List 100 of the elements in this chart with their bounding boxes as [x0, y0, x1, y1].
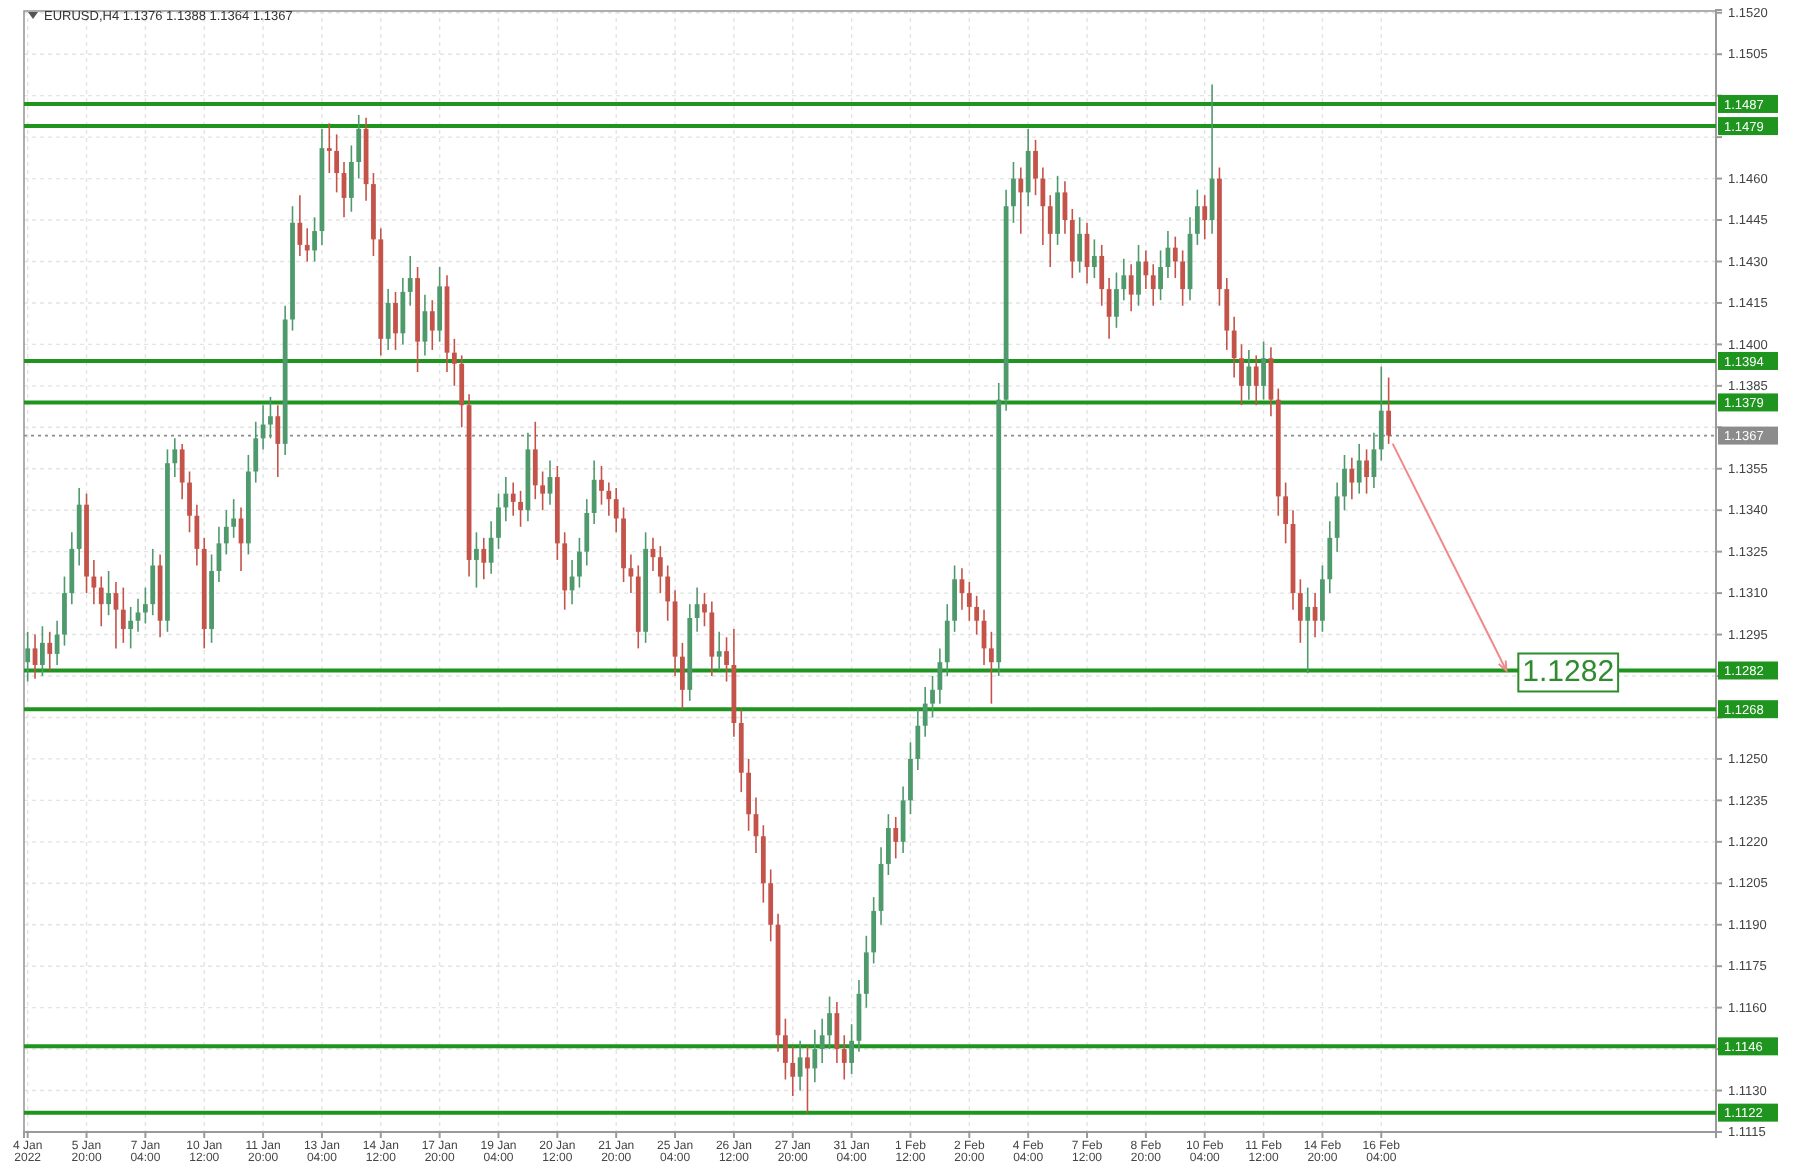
candlestick — [150, 548, 156, 617]
candlestick — [1386, 376, 1392, 445]
candlestick — [1047, 194, 1053, 268]
candlestick — [952, 564, 957, 633]
candlestick — [1069, 208, 1075, 279]
candlestick — [1128, 263, 1134, 313]
candlestick — [562, 531, 568, 611]
candlestick — [797, 1040, 803, 1092]
candlestick — [540, 470, 546, 511]
candlestick — [356, 114, 362, 180]
candlestick — [709, 600, 715, 677]
candlestick — [223, 509, 229, 556]
candlestick — [805, 1045, 810, 1114]
candlestick — [1261, 340, 1266, 401]
candlestick — [966, 581, 972, 622]
candlestick — [253, 420, 259, 484]
candlestick — [297, 194, 303, 257]
candlestick — [1253, 354, 1259, 406]
candlestick — [532, 420, 538, 500]
candlestick — [886, 813, 891, 876]
candlestick — [1305, 586, 1311, 675]
candlestick — [760, 824, 766, 904]
candlestick — [599, 465, 604, 506]
candlestick — [1202, 194, 1208, 241]
candlestick — [1011, 161, 1016, 224]
candlestick — [724, 636, 729, 683]
candlestick — [407, 255, 413, 307]
candlestick — [908, 741, 913, 815]
candlestick — [326, 122, 332, 174]
candlestick — [510, 481, 516, 517]
candlestick — [172, 437, 178, 478]
candlestick — [863, 934, 869, 1009]
candlestick — [1194, 188, 1200, 246]
candlestick — [1121, 257, 1127, 301]
candlestick — [1356, 443, 1362, 495]
annotation: 1.1282 — [1522, 655, 1615, 690]
candlestick — [937, 647, 943, 705]
candlestick — [1239, 343, 1244, 406]
candlestick — [1136, 244, 1141, 307]
candlestick — [312, 216, 317, 263]
candlestick — [1334, 481, 1340, 553]
candlestick — [746, 758, 752, 832]
candlestick — [591, 459, 597, 525]
candlestick — [665, 564, 671, 622]
candlestick — [974, 595, 980, 636]
candlestick — [268, 396, 273, 440]
candlestick — [76, 487, 82, 567]
candlestick — [812, 1028, 818, 1084]
candlestick — [577, 537, 582, 589]
candlestick — [47, 631, 53, 672]
candlestick — [694, 586, 700, 633]
candlestick — [893, 816, 899, 860]
candlestick — [1114, 271, 1119, 329]
candlestick — [849, 1023, 854, 1075]
candlestick — [459, 354, 465, 429]
candlestick — [1246, 349, 1252, 401]
candlestick — [98, 575, 104, 628]
candlestick — [922, 686, 928, 738]
candlestick — [194, 503, 200, 567]
candlestick — [915, 708, 921, 771]
candlestick — [930, 675, 935, 719]
candlestick — [304, 227, 310, 263]
candlestick — [1025, 128, 1031, 208]
candlestick — [1055, 175, 1060, 246]
candlestick — [437, 266, 443, 343]
candlestick — [1018, 166, 1024, 235]
candlestick — [25, 631, 31, 683]
candlestick — [1040, 166, 1046, 246]
candlestick — [606, 481, 612, 517]
candlestick — [91, 559, 97, 605]
candlestick — [1172, 235, 1178, 279]
candlestick — [481, 537, 487, 581]
candlestick — [106, 570, 111, 617]
candlestick — [716, 631, 722, 672]
candlestick — [841, 1034, 847, 1081]
candlestick — [1364, 448, 1369, 495]
candlestick — [142, 586, 148, 625]
candlestick — [1283, 481, 1289, 545]
candlestick — [1180, 249, 1186, 307]
candlestick — [702, 592, 707, 628]
candlestick — [819, 1017, 825, 1064]
candlestick — [1349, 456, 1355, 500]
candlestick — [680, 642, 685, 710]
candlestick — [400, 277, 406, 346]
candlestick — [1077, 216, 1083, 274]
candlestick — [385, 288, 391, 351]
candlestick — [1099, 244, 1105, 307]
candlestick — [179, 443, 185, 500]
candlestick — [1320, 564, 1325, 633]
candlestick — [790, 1045, 796, 1097]
candlestick — [451, 338, 457, 387]
candlestick — [584, 498, 590, 567]
candlestick — [231, 498, 237, 539]
candlestick — [40, 625, 45, 677]
candlestick — [1297, 578, 1303, 644]
candlestick — [1231, 315, 1237, 379]
candlestick — [503, 476, 509, 523]
candlestick — [135, 597, 141, 633]
candlestick — [1091, 238, 1097, 279]
candlestick — [1378, 365, 1384, 462]
